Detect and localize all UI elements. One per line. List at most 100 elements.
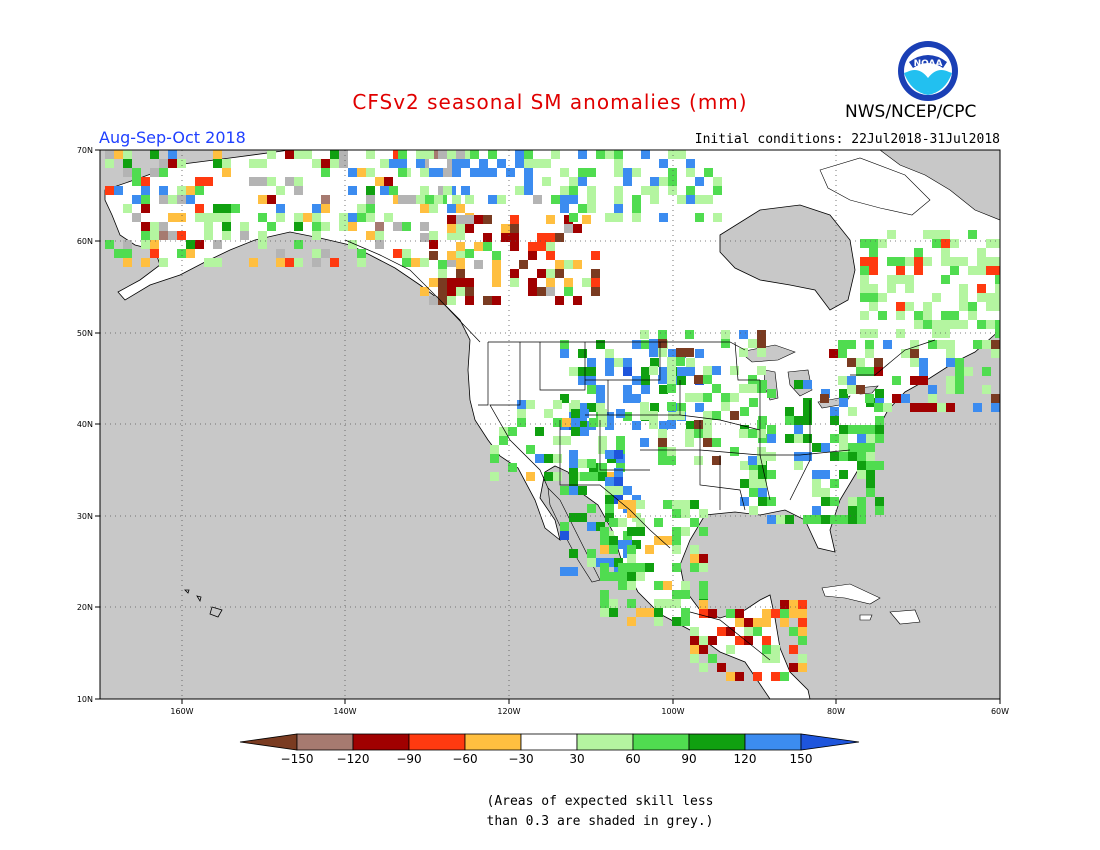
anomaly-cell: [605, 367, 614, 376]
anomaly-cell: [941, 248, 950, 257]
anomaly-cell: [393, 150, 402, 159]
anomaly-cell: [959, 293, 968, 302]
anomaly-cell: [105, 240, 114, 249]
anomaly-cell: [357, 168, 366, 177]
anomaly-cell: [699, 600, 708, 609]
anomaly-cell: [461, 186, 470, 195]
anomaly-cell: [425, 195, 434, 204]
anomaly-cell: [560, 522, 569, 531]
anomaly-cell: [578, 204, 587, 213]
graticule: [100, 150, 1000, 699]
anomaly-cell: [213, 150, 222, 159]
anomaly-cell: [294, 240, 303, 249]
anomaly-cell: [667, 402, 676, 411]
anomaly-cell: [986, 257, 995, 266]
anomaly-cell: [986, 320, 995, 329]
anomaly-cell: [982, 385, 991, 394]
colorbar-label: −150: [281, 752, 314, 766]
anomaly-cell: [587, 367, 596, 376]
anomaly-cell: [667, 375, 676, 384]
anomaly-cell: [838, 340, 847, 349]
anomaly-cell: [977, 257, 986, 266]
anomaly-cell: [465, 195, 474, 204]
anomaly-cell: [366, 168, 375, 177]
anomaly-cell: [609, 599, 618, 608]
anomaly-cell: [159, 231, 168, 240]
anomaly-cell: [847, 385, 856, 394]
anomaly-cell: [627, 527, 636, 536]
anomaly-cell: [569, 513, 578, 522]
anomaly-cell: [598, 445, 607, 454]
anomaly-cell: [866, 479, 875, 488]
anomaly-cell: [366, 195, 375, 204]
anomaly-cell: [416, 150, 425, 159]
anomaly-cell: [730, 366, 739, 375]
colorbar-label: 30: [569, 752, 584, 766]
anomaly-cell: [676, 411, 685, 420]
anomaly-cell: [470, 168, 479, 177]
anomaly-cell: [150, 231, 159, 240]
anomaly-cell: [510, 215, 519, 224]
colorbar-label: 90: [681, 752, 696, 766]
anomaly-cell: [366, 231, 375, 240]
anomaly-cell: [632, 513, 641, 522]
anomaly-cell: [294, 186, 303, 195]
anomaly-cell: [560, 349, 569, 358]
anomaly-cell: [910, 349, 919, 358]
anomaly-cell: [420, 204, 429, 213]
anomaly-cell: [573, 296, 582, 305]
anomaly-cell: [544, 454, 553, 463]
anomaly-cell: [506, 168, 515, 177]
anomaly-cell: [551, 150, 560, 159]
anomaly-cell: [695, 177, 704, 186]
anomaly-cell: [878, 293, 887, 302]
anomaly-cell: [515, 159, 524, 168]
anomaly-cell: [580, 427, 589, 436]
anomaly-cell: [321, 222, 330, 231]
anomaly-cell: [141, 222, 150, 231]
anomaly-cell: [560, 204, 569, 213]
footnote-line: (Areas of expected skill less: [486, 794, 714, 809]
anomaly-cell: [780, 672, 789, 681]
anomaly-cell: [866, 443, 875, 452]
anomaly-cell: [995, 275, 1000, 284]
anomaly-cell: [932, 239, 941, 248]
anomaly-cell: [663, 599, 672, 608]
anomaly-cell: [141, 186, 150, 195]
anomaly-cell: [213, 258, 222, 267]
anomaly-cell: [587, 186, 596, 195]
anomaly-cell: [860, 293, 869, 302]
anomaly-cell: [946, 358, 955, 367]
anomaly-cell: [749, 506, 758, 515]
anomaly-cell: [991, 403, 1000, 412]
anomaly-cell: [672, 536, 681, 545]
anomaly-cell: [721, 393, 730, 402]
anomaly-cell: [658, 447, 667, 456]
anomaly-cell: [490, 445, 499, 454]
anomaly-cell: [258, 195, 267, 204]
anomaly-cell: [429, 296, 438, 305]
anomaly-cell: [798, 663, 807, 672]
anomaly-cell: [668, 349, 677, 358]
anomaly-cell: [847, 376, 856, 385]
anomaly-cell: [528, 278, 537, 287]
colorbar: −150 −120 −90 −60 −30 30 60 90 120 150: [239, 733, 860, 766]
anomaly-cell: [785, 434, 794, 443]
anomaly-cell: [425, 150, 434, 159]
anomaly-cell: [748, 429, 757, 438]
anomaly-cell: [517, 418, 526, 427]
anomaly-cell: [749, 479, 758, 488]
anomaly-cell: [785, 515, 794, 524]
anomaly-cell: [285, 177, 294, 186]
anomaly-cell: [508, 463, 517, 472]
anomaly-cell: [748, 339, 757, 348]
anomaly-cell: [776, 515, 785, 524]
anomaly-cell: [645, 608, 654, 617]
anomaly-cell: [515, 150, 524, 159]
anomaly-cell: [681, 509, 690, 518]
anomaly-cell: [587, 204, 596, 213]
anomaly-cell: [780, 600, 789, 609]
anomaly-cell: [650, 358, 659, 367]
anomaly-cell: [141, 258, 150, 267]
anomaly-cell: [699, 609, 708, 618]
